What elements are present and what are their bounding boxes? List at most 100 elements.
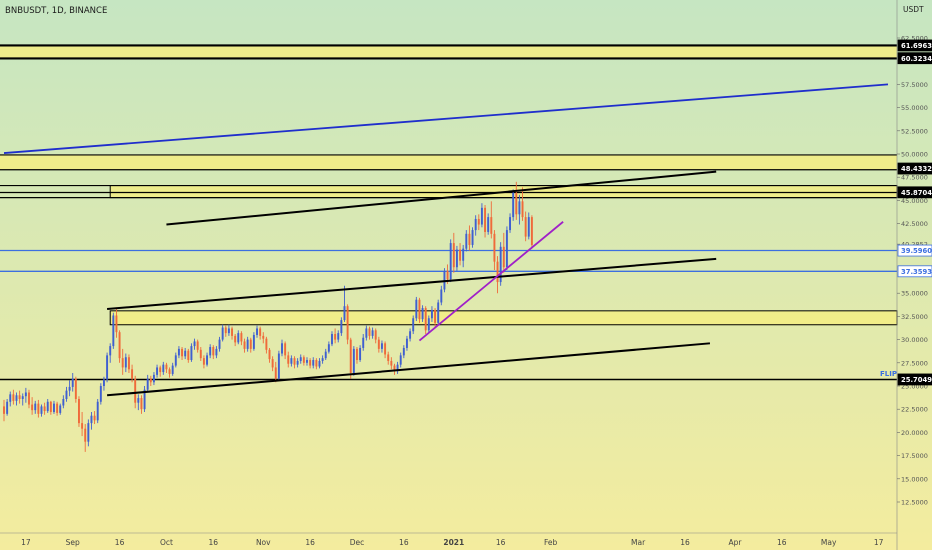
price-tick-label: 30.0000 [901,336,928,344]
candle [384,341,387,359]
candle [137,394,140,411]
candle-body [256,328,258,335]
candle [6,398,9,416]
horizontal-levels [0,44,897,381]
candle [24,387,27,403]
candle-body [6,401,9,414]
candle-body [302,357,305,363]
candle [374,328,377,344]
candle [262,332,265,344]
candle [202,355,205,369]
candle-body [181,348,184,357]
candle [421,305,424,322]
candle-body [518,201,521,215]
candle-body [477,218,480,225]
time-tick-label: Feb [544,538,558,547]
candle [324,348,327,361]
candle [84,424,87,452]
candle-body [440,289,443,303]
candle [112,312,115,349]
candle [215,346,218,359]
candle-body [131,369,134,379]
candle-body [174,355,177,366]
candle-body [418,299,421,320]
candle [99,383,102,405]
candle [337,330,340,343]
candle-body [28,392,30,405]
candle [218,336,221,352]
candle [28,389,30,409]
candle [452,232,455,273]
price-label-box [897,52,932,65]
price-label: 48.4332 [897,162,932,175]
candle [477,214,480,231]
candle-body [374,330,377,340]
price-tick-label: 50.0000 [901,151,928,159]
price-tick-label: 57.5000 [901,81,928,89]
candle [334,328,337,344]
candle [321,355,324,364]
candle-body [365,328,368,338]
zone-fill [0,154,897,170]
candle-body [171,365,174,374]
candle [424,306,427,335]
candle-body [24,392,27,397]
candle-body [265,338,268,350]
candle-body [424,308,427,331]
candle-body [515,192,518,215]
candle-body [243,341,246,349]
price-tick-label: 52.5000 [901,127,928,135]
candle-body [349,339,352,374]
candle-body [315,360,318,367]
candle-body [249,339,252,349]
candle [259,326,262,340]
candle [509,213,512,233]
candle [380,340,383,353]
candle-body [143,389,146,410]
blue-trend-line [3,83,889,154]
candle [524,211,527,242]
candle-body [99,386,102,402]
price-tick-label: 20.0000 [901,429,928,437]
candle-body [102,379,105,386]
candle-body [240,333,243,342]
candle-body [446,270,449,280]
price-label-text: 39.5960 [901,247,932,255]
candle-body [124,357,127,368]
candle [243,338,246,353]
candle [327,341,330,354]
candle-body [190,346,193,361]
candle [281,339,283,357]
candle-body [18,395,21,399]
candle [371,327,374,339]
price-label-text: 37.3593 [901,268,932,276]
candle-body [21,396,24,399]
candle-body [87,423,90,442]
candle-body [121,358,124,368]
candle-body [177,348,180,356]
time-tick-label: 17 [21,538,31,547]
candle-body [512,192,515,218]
zone-fill [0,45,897,59]
candle [106,352,109,383]
candle [512,189,515,221]
price-label: 45.8704 [897,186,932,199]
candle [224,325,227,337]
candle-body [415,299,418,319]
candle-body [318,360,321,367]
candle [471,227,474,248]
candle [265,336,268,354]
candle [209,344,212,359]
candle-body [452,243,455,268]
candle-body [371,330,374,336]
candle [146,374,149,393]
candle [443,268,446,293]
time-tick-label: Mar [631,538,646,547]
price-tick-label: 27.5000 [901,359,928,367]
candle-body [484,207,487,232]
candle [312,357,315,369]
candle-body [359,347,362,361]
candle-body [487,217,490,232]
candle [234,334,237,347]
